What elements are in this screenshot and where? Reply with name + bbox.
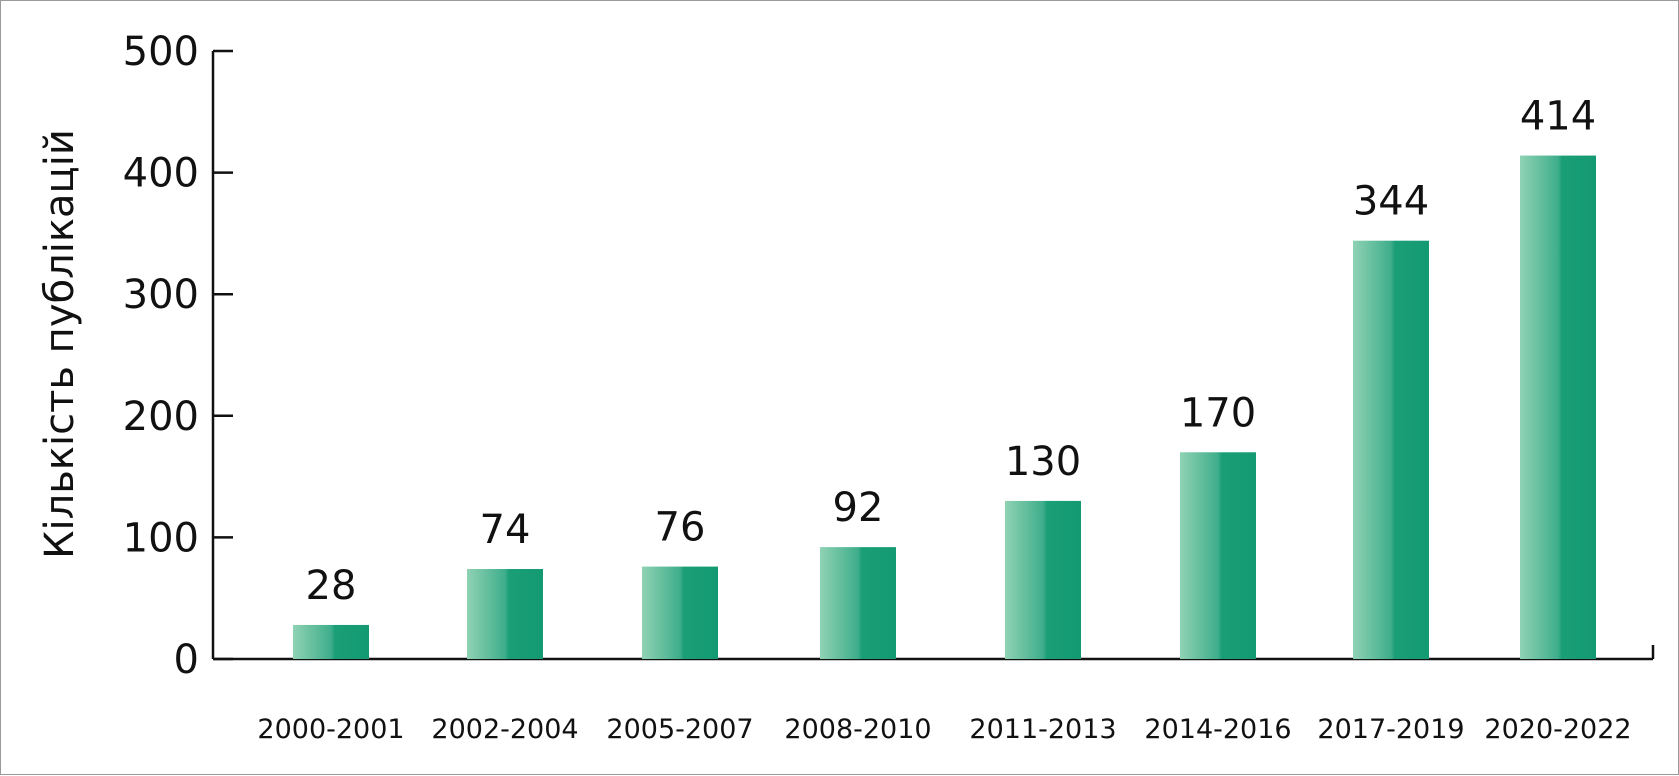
data-label: 130	[1005, 439, 1081, 485]
y-tick-label: 100	[123, 515, 199, 561]
bar	[1180, 452, 1256, 659]
x-tick-label: 2014-2016	[1144, 714, 1291, 745]
bar	[1005, 500, 1081, 659]
x-tick-label: 2000-2001	[257, 714, 404, 745]
bar	[1520, 155, 1596, 660]
data-label: 414	[1520, 94, 1596, 140]
data-label: 170	[1180, 390, 1256, 436]
x-tick-label: 2008-2010	[784, 714, 931, 745]
bar	[293, 624, 369, 659]
data-label: 28	[306, 563, 357, 609]
x-tick-label: 2002-2004	[431, 714, 578, 745]
y-tick-label: 300	[123, 272, 199, 318]
data-label: 74	[480, 507, 531, 553]
y-tick-label: 500	[123, 29, 199, 75]
data-label: 344	[1353, 179, 1429, 225]
data-labels: 28 74 76 92 130 170 344 414	[306, 94, 1597, 609]
y-tick-label: 200	[123, 394, 199, 440]
x-tick-label: 2017-2019	[1317, 714, 1464, 745]
y-axis-title-group: Кількість публікацій	[37, 129, 83, 559]
x-tick-label: 2020-2022	[1484, 714, 1631, 745]
bar	[467, 569, 543, 659]
x-tick-label: 2011-2013	[969, 714, 1116, 745]
bar	[642, 566, 718, 659]
y-ticks: 0 100 200 300 400 500	[123, 29, 233, 683]
y-axis-title: Кількість публікацій	[37, 129, 83, 559]
data-label: 76	[655, 505, 706, 551]
x-tick-label: 2005-2007	[606, 714, 753, 745]
y-tick-label: 400	[123, 151, 199, 197]
data-label: 92	[833, 485, 884, 531]
bar	[820, 547, 896, 659]
y-tick-label: 0	[174, 637, 199, 683]
bar	[1353, 240, 1429, 660]
axes	[211, 51, 1655, 661]
x-labels: 2000-2001 2002-2004 2005-2007 2008-2010 2011…	[257, 714, 1631, 745]
bars	[293, 155, 1596, 660]
